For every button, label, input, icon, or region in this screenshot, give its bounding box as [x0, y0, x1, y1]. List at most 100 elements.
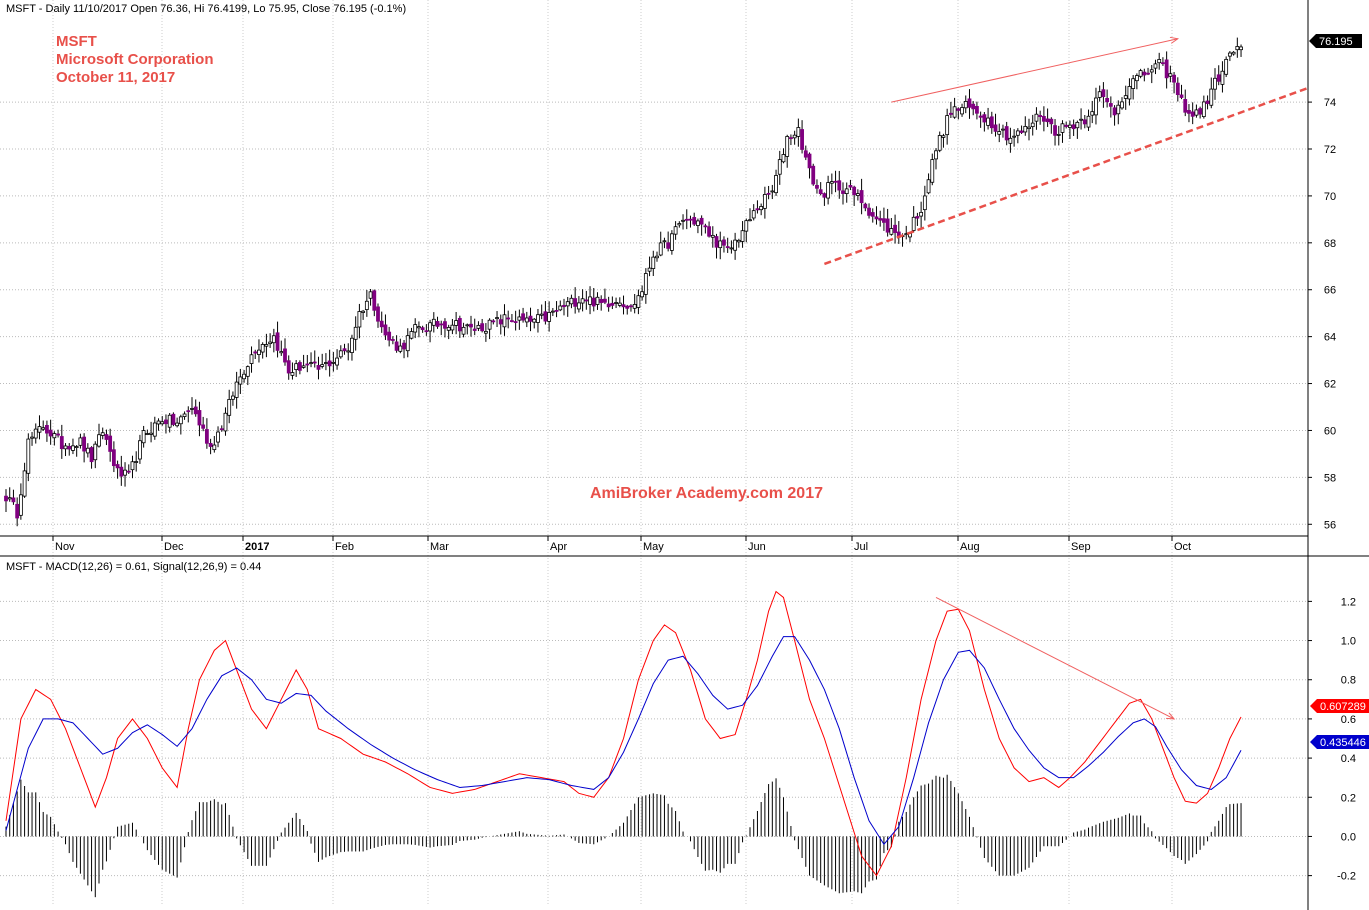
candle-body — [476, 324, 481, 329]
candle-body — [130, 461, 135, 471]
candle-body — [413, 324, 418, 333]
price-y-tick-label: 60 — [1324, 425, 1336, 437]
price-y-tick-label: 56 — [1324, 519, 1336, 531]
candle-body — [59, 436, 64, 450]
candle-body — [922, 195, 927, 211]
candle-body — [956, 108, 961, 111]
candle-body — [510, 320, 514, 322]
close-price-tag-box — [1309, 34, 1362, 48]
macd-lines — [5, 590, 1242, 877]
candle-body — [666, 242, 671, 249]
candle-body — [1127, 86, 1132, 100]
candle-body — [111, 449, 116, 467]
price-candles — [4, 37, 1243, 527]
candle-body — [115, 464, 120, 469]
candle-body — [208, 443, 213, 447]
month-label: Apr — [550, 541, 567, 553]
candle-body — [212, 444, 217, 451]
candle-body — [1056, 133, 1061, 136]
candle-body — [643, 273, 648, 295]
macd-y-tick-label: -0.2 — [1337, 871, 1356, 883]
candle-body — [368, 291, 373, 299]
month-label: 2017 — [245, 541, 269, 553]
candle-body — [204, 429, 209, 444]
candle-body — [167, 414, 172, 428]
candle-body — [409, 331, 414, 339]
candle-body — [562, 304, 566, 308]
candle-body — [963, 101, 968, 109]
candle-body — [669, 233, 674, 251]
candle-body — [580, 298, 585, 304]
candle-body — [1053, 125, 1057, 136]
candle-body — [1231, 51, 1236, 55]
candle-body — [30, 436, 34, 439]
candle-body — [1224, 58, 1229, 75]
candle-body — [1012, 135, 1017, 138]
macd-divergence-arrow — [1166, 712, 1176, 720]
candle-body — [74, 446, 79, 448]
candle-body — [937, 135, 942, 151]
candle-body — [4, 495, 8, 502]
candle-body — [528, 315, 533, 322]
candle-body — [774, 175, 778, 194]
candle-body — [517, 316, 522, 321]
month-label: Nov — [55, 541, 75, 553]
candle-body — [506, 317, 511, 320]
candle-body — [543, 311, 548, 322]
candle-body — [82, 436, 87, 452]
candle-body — [789, 137, 793, 140]
candle-body — [52, 433, 57, 439]
candle-body — [803, 150, 808, 158]
candle-body — [718, 240, 723, 249]
candle-body — [231, 395, 235, 400]
candle-body — [41, 427, 46, 430]
macd-histogram — [5, 774, 1242, 898]
candle-body — [45, 424, 49, 434]
candle-body — [469, 323, 473, 328]
candle-body — [1201, 101, 1206, 117]
candle-body — [1134, 75, 1139, 82]
candle-body — [688, 218, 693, 221]
candle-body — [785, 136, 790, 157]
candle-body — [1023, 126, 1028, 133]
candle-body — [119, 466, 124, 477]
candle-body — [1090, 111, 1095, 116]
candle-body — [1060, 123, 1065, 133]
candle-body — [331, 361, 336, 364]
price-y-tick-label: 70 — [1324, 191, 1336, 203]
candle-body — [513, 321, 518, 323]
candle-body — [941, 135, 946, 138]
candle-body — [327, 360, 332, 367]
annotation-date: October 11, 2017 — [56, 69, 175, 86]
month-label: Jun — [748, 541, 766, 553]
candle-body — [736, 239, 741, 243]
candle-body — [435, 321, 440, 327]
candle-body — [1034, 113, 1039, 122]
candle-body — [346, 350, 351, 353]
macd-y-tick-label: 0.8 — [1341, 675, 1356, 687]
candle-body — [443, 321, 447, 329]
price-grid — [0, 0, 1308, 905]
candle-body — [97, 434, 101, 447]
candle-body — [18, 494, 23, 516]
resistance-trendline — [891, 38, 1178, 103]
macd-panel: -0.2 0.0 0.2 0.4 0.6 0.8 1.0 1.2 MSFT - MACD(12… — [0, 555, 1369, 898]
candle-body — [227, 399, 232, 416]
candle-body — [405, 335, 410, 352]
candle-body — [134, 461, 139, 463]
candle-body — [1227, 52, 1232, 57]
candle-body — [1015, 130, 1020, 136]
support-trendline — [823, 86, 1309, 266]
candle-body — [606, 303, 611, 308]
macd-y-tick-label: 0.2 — [1341, 792, 1356, 804]
candle-body — [71, 445, 75, 451]
candle-body — [67, 445, 72, 450]
candle-body — [993, 124, 998, 132]
candle-body — [376, 306, 380, 322]
candle-body — [149, 432, 153, 435]
price-y-tick-label: 68 — [1324, 238, 1336, 250]
signal-value-tag-box — [1310, 735, 1369, 749]
candle-body — [1179, 94, 1184, 98]
candle-body — [521, 313, 525, 321]
candle-body — [361, 310, 366, 313]
